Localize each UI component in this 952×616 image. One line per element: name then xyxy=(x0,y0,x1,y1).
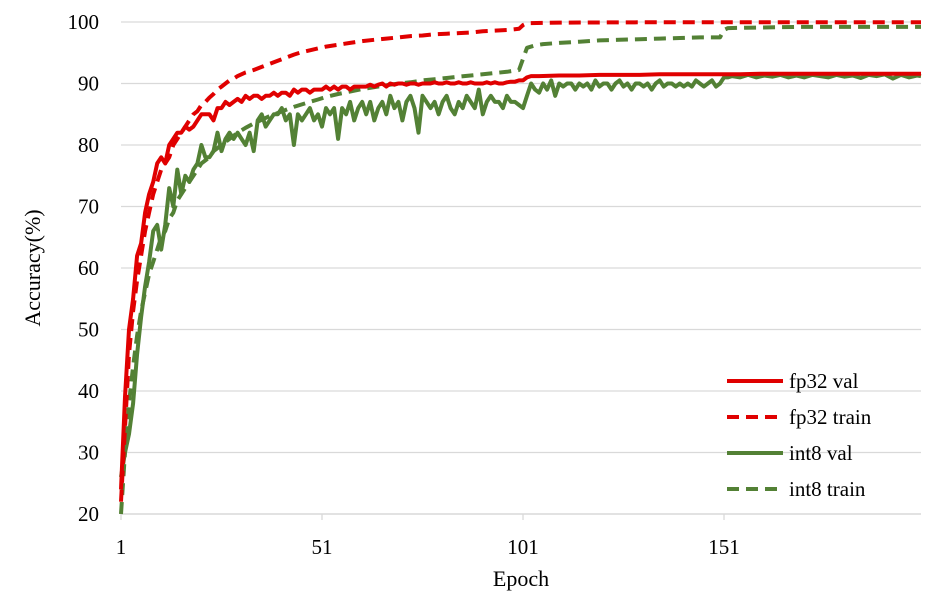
legend-label: fp32 val xyxy=(789,369,859,393)
x-tick-label: 1 xyxy=(116,535,127,559)
series-line-int8-val xyxy=(119,72,922,478)
x-axis-ticks: 1 51 101 151 xyxy=(116,514,740,559)
legend-label: int8 train xyxy=(789,477,866,501)
y-tick-label: 60 xyxy=(78,256,99,280)
y-tick-label: 80 xyxy=(78,133,99,157)
x-tick-label: 101 xyxy=(507,535,539,559)
x-tick-label: 151 xyxy=(708,535,740,559)
x-axis-title: Epoch xyxy=(493,566,549,591)
series-lines xyxy=(119,20,922,515)
y-tick-label: 90 xyxy=(78,72,99,96)
legend: fp32 val fp32 train int8 val int8 train xyxy=(727,369,872,501)
y-tick-label: 50 xyxy=(78,318,99,342)
series-line-fp32-train xyxy=(119,20,921,502)
y-axis-ticks: 20 30 40 50 60 70 80 90 100 xyxy=(68,10,100,526)
series-line-fp32-val xyxy=(119,71,921,490)
y-tick-label: 30 xyxy=(78,441,99,465)
series-line-int8-train xyxy=(119,24,921,515)
legend-label: int8 val xyxy=(789,441,853,465)
x-tick-label: 51 xyxy=(312,535,333,559)
y-axis-title: Accuracy(%) xyxy=(20,209,45,326)
y-tick-label: 70 xyxy=(78,195,99,219)
legend-label: fp32 train xyxy=(789,405,872,429)
y-tick-label: 40 xyxy=(78,379,99,403)
y-tick-label: 20 xyxy=(78,502,99,526)
y-tick-label: 100 xyxy=(68,10,100,34)
